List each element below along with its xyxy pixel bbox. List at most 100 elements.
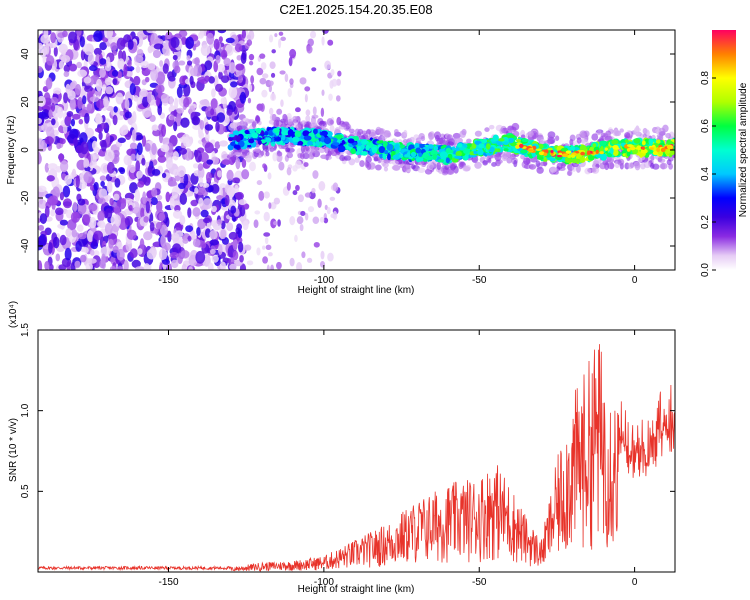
- heatmap-cell: [153, 38, 164, 46]
- heatmap-cell: [149, 114, 156, 123]
- heatmap-cell: [151, 168, 161, 176]
- heatmap-cell: [418, 152, 423, 157]
- heatmap-cell: [221, 159, 231, 165]
- heatmap-cell: [474, 161, 482, 169]
- heatmap-cell: [105, 86, 114, 95]
- heatmap-cell: [63, 123, 68, 134]
- x-tick-label: 0: [632, 275, 638, 286]
- heatmap-cell: [198, 177, 204, 188]
- heatmap-cell: [395, 149, 400, 154]
- x-tick-label: -150: [158, 275, 178, 286]
- heatmap-cell: [535, 148, 542, 152]
- heatmap-cell: [62, 30, 68, 38]
- heatmap-cell: [146, 249, 157, 260]
- heatmap-cell: [113, 205, 121, 215]
- heatmap-cell: [262, 73, 269, 79]
- heatmap-cell: [375, 164, 382, 171]
- heatmap-cell: [515, 144, 521, 149]
- heatmap-cell: [326, 206, 331, 215]
- heatmap-cell: [140, 60, 149, 69]
- heatmap-cell: [59, 138, 66, 145]
- heatmap-cell: [570, 145, 576, 151]
- heatmap-cell: [105, 132, 111, 145]
- heatmap-cell: [402, 139, 408, 144]
- heatmap-cell: [251, 132, 259, 139]
- heatmap-cell: [444, 164, 450, 170]
- heatmap-cell: [124, 111, 132, 119]
- heatmap-cell: [86, 103, 92, 112]
- heatmap-cell: [77, 236, 88, 247]
- heatmap-cell: [260, 103, 265, 112]
- heatmap-cell: [288, 118, 293, 126]
- y-tick-label: -40: [20, 238, 31, 253]
- heatmap-cell: [348, 128, 355, 134]
- y-tick-label: 20: [20, 96, 31, 108]
- heatmap-cell: [299, 152, 305, 160]
- heatmap-cell: [269, 147, 274, 153]
- heatmap-cell: [599, 162, 607, 170]
- spectrogram-x-ticks: -150 -100 -50 0: [158, 30, 638, 286]
- heatmap-cell: [169, 115, 175, 121]
- snr-y-label: SNR (10 * v/v): [8, 418, 19, 482]
- heatmap-cell: [99, 175, 107, 182]
- y-tick-label: 1.0: [20, 403, 31, 417]
- heatmap-cell: [232, 177, 241, 184]
- heatmap-cell: [71, 229, 78, 238]
- heatmap-cell: [297, 194, 304, 203]
- heatmap-cell: [361, 140, 369, 145]
- heatmap-cell: [289, 78, 294, 85]
- heatmap-cell: [136, 142, 143, 156]
- heatmap-cell: [46, 126, 55, 138]
- spectrogram-panel: -150 -100 -50 0 -40 -20 0 20 40 Height of strai…: [6, 29, 676, 296]
- heatmap-cell: [191, 116, 200, 126]
- heatmap-cell: [312, 170, 319, 179]
- heatmap-cell: [172, 54, 178, 61]
- heatmap-cell: [226, 222, 234, 232]
- heatmap-cell: [269, 61, 276, 69]
- heatmap-cell: [319, 216, 325, 223]
- heatmap-cell: [44, 261, 50, 270]
- heatmap-cell: [256, 180, 263, 186]
- heatmap-cell: [488, 124, 495, 130]
- heatmap-cell: [327, 252, 334, 262]
- heatmap-cell: [210, 98, 218, 110]
- heatmap-cell: [50, 102, 56, 112]
- heatmap-cell: [194, 187, 199, 194]
- heatmap-cell: [289, 48, 297, 59]
- heatmap-cell: [246, 260, 254, 266]
- x-tick-label: -50: [472, 275, 487, 286]
- heatmap-cell: [69, 97, 76, 111]
- heatmap-cell: [303, 162, 309, 167]
- heatmap-cell: [101, 253, 106, 265]
- heatmap-cell: [152, 124, 159, 131]
- heatmap-cell: [198, 197, 204, 207]
- heatmap-cell: [335, 134, 343, 140]
- snr-frame: [37, 329, 676, 573]
- heatmap-cell: [557, 150, 562, 154]
- heatmap-cell: [604, 147, 608, 151]
- heatmap-cell: [446, 134, 453, 143]
- heatmap-cell: [44, 205, 50, 218]
- heatmap-cell: [115, 92, 124, 105]
- heatmap-cell: [649, 147, 654, 150]
- heatmap-cell: [66, 110, 74, 118]
- heatmap-cell: [384, 149, 389, 155]
- heatmap-cell: [391, 160, 399, 166]
- heatmap-cell: [77, 69, 88, 78]
- heatmap-cell: [187, 190, 194, 197]
- heatmap-cell: [103, 96, 109, 108]
- heatmap-cell: [79, 132, 88, 145]
- heatmap-cell: [311, 67, 317, 72]
- heatmap-cell: [195, 250, 206, 264]
- spectrogram-y-label: Frequency (Hz): [6, 116, 17, 185]
- heatmap-cell: [519, 143, 524, 149]
- heatmap-cell: [38, 66, 43, 73]
- heatmap-cell: [167, 180, 178, 187]
- snr-y-scale-label: (x10⁴): [8, 301, 19, 328]
- heatmap-cell: [137, 48, 144, 58]
- heatmap-cell: [300, 120, 307, 125]
- heatmap-cell: [379, 153, 384, 159]
- heatmap-cell: [219, 140, 228, 147]
- heatmap-cell: [579, 130, 588, 139]
- heatmap-cell: [97, 210, 105, 222]
